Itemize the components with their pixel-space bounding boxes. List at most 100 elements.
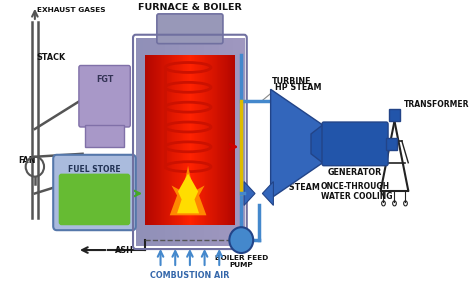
Bar	[157, 38, 162, 246]
Bar	[209, 55, 210, 225]
Bar	[222, 38, 227, 246]
Bar	[202, 55, 203, 225]
Bar	[200, 55, 201, 225]
Bar	[158, 55, 159, 225]
Bar	[179, 55, 180, 225]
Bar	[219, 38, 223, 246]
Bar	[204, 38, 209, 246]
Bar	[161, 55, 162, 225]
Bar	[159, 55, 160, 225]
Bar	[154, 55, 155, 225]
Bar	[208, 38, 212, 246]
Bar	[157, 55, 158, 225]
Bar	[225, 55, 226, 225]
Text: ONCE-THROUGH
WATER COOLING: ONCE-THROUGH WATER COOLING	[321, 182, 392, 201]
Bar	[210, 55, 211, 225]
Bar	[182, 55, 183, 225]
Text: HP STEAM: HP STEAM	[275, 83, 322, 92]
Bar	[197, 38, 201, 246]
Bar	[234, 55, 235, 225]
FancyBboxPatch shape	[53, 155, 136, 230]
Bar	[165, 55, 166, 225]
Bar	[186, 55, 187, 225]
Bar	[173, 55, 174, 225]
Text: COMBUSTION AIR: COMBUSTION AIR	[150, 271, 229, 280]
Bar	[150, 55, 151, 225]
Bar	[190, 38, 194, 246]
Bar	[149, 55, 150, 225]
Bar	[191, 55, 192, 225]
Bar	[148, 55, 149, 225]
Bar	[150, 38, 155, 246]
Bar	[206, 55, 207, 225]
Bar	[389, 109, 400, 121]
Polygon shape	[311, 124, 324, 164]
Bar	[164, 38, 169, 246]
Bar	[227, 55, 228, 225]
Bar	[186, 38, 191, 246]
Bar	[222, 55, 223, 225]
Bar	[174, 55, 175, 225]
Bar	[85, 125, 124, 147]
Bar	[179, 38, 183, 246]
Text: FUEL STORE: FUEL STORE	[68, 165, 121, 174]
Text: STACK: STACK	[36, 53, 66, 62]
FancyBboxPatch shape	[322, 122, 388, 166]
Polygon shape	[271, 89, 326, 198]
Bar	[146, 38, 151, 246]
Bar	[219, 55, 220, 225]
Bar	[233, 55, 234, 225]
Bar	[167, 55, 168, 225]
Bar	[136, 38, 140, 246]
Bar	[196, 55, 197, 225]
Bar	[220, 55, 221, 225]
Text: FAN: FAN	[18, 156, 36, 165]
Bar	[146, 55, 147, 225]
Bar	[217, 55, 218, 225]
Bar	[231, 55, 232, 225]
Bar	[161, 38, 165, 246]
Bar	[189, 55, 190, 225]
Text: LP STEAM: LP STEAM	[275, 183, 320, 192]
Bar	[221, 55, 222, 225]
Bar	[162, 55, 163, 225]
Bar	[226, 55, 227, 225]
Bar	[168, 38, 173, 246]
Bar	[233, 38, 238, 246]
Bar	[201, 38, 205, 246]
Bar	[193, 38, 198, 246]
Bar	[192, 55, 193, 225]
Bar	[224, 55, 225, 225]
FancyBboxPatch shape	[157, 14, 223, 44]
Bar	[172, 55, 173, 225]
Bar	[197, 55, 198, 225]
Text: FGT: FGT	[96, 75, 113, 84]
Bar	[181, 55, 182, 225]
Bar	[183, 55, 184, 225]
Bar	[155, 55, 156, 225]
Bar	[163, 55, 164, 225]
Text: ASH: ASH	[115, 246, 134, 255]
Bar	[215, 55, 216, 225]
Bar	[212, 55, 213, 225]
Text: EXHAUST GASES: EXHAUST GASES	[36, 7, 105, 13]
Text: BOILER FEED
PUMP: BOILER FEED PUMP	[215, 255, 268, 268]
Bar	[169, 55, 170, 225]
Bar	[208, 55, 209, 225]
Bar	[203, 55, 204, 225]
Bar	[176, 55, 177, 225]
Bar	[168, 55, 169, 225]
Bar	[164, 55, 165, 225]
Bar	[145, 55, 146, 225]
Bar	[190, 55, 191, 225]
Text: TURBINE: TURBINE	[272, 77, 311, 86]
Bar	[193, 55, 194, 225]
Bar	[195, 55, 196, 225]
Bar	[184, 55, 185, 225]
Bar	[232, 55, 233, 225]
Bar	[240, 38, 245, 246]
Polygon shape	[263, 182, 273, 205]
Bar	[188, 55, 189, 225]
Bar	[205, 55, 206, 225]
Bar	[214, 55, 215, 225]
